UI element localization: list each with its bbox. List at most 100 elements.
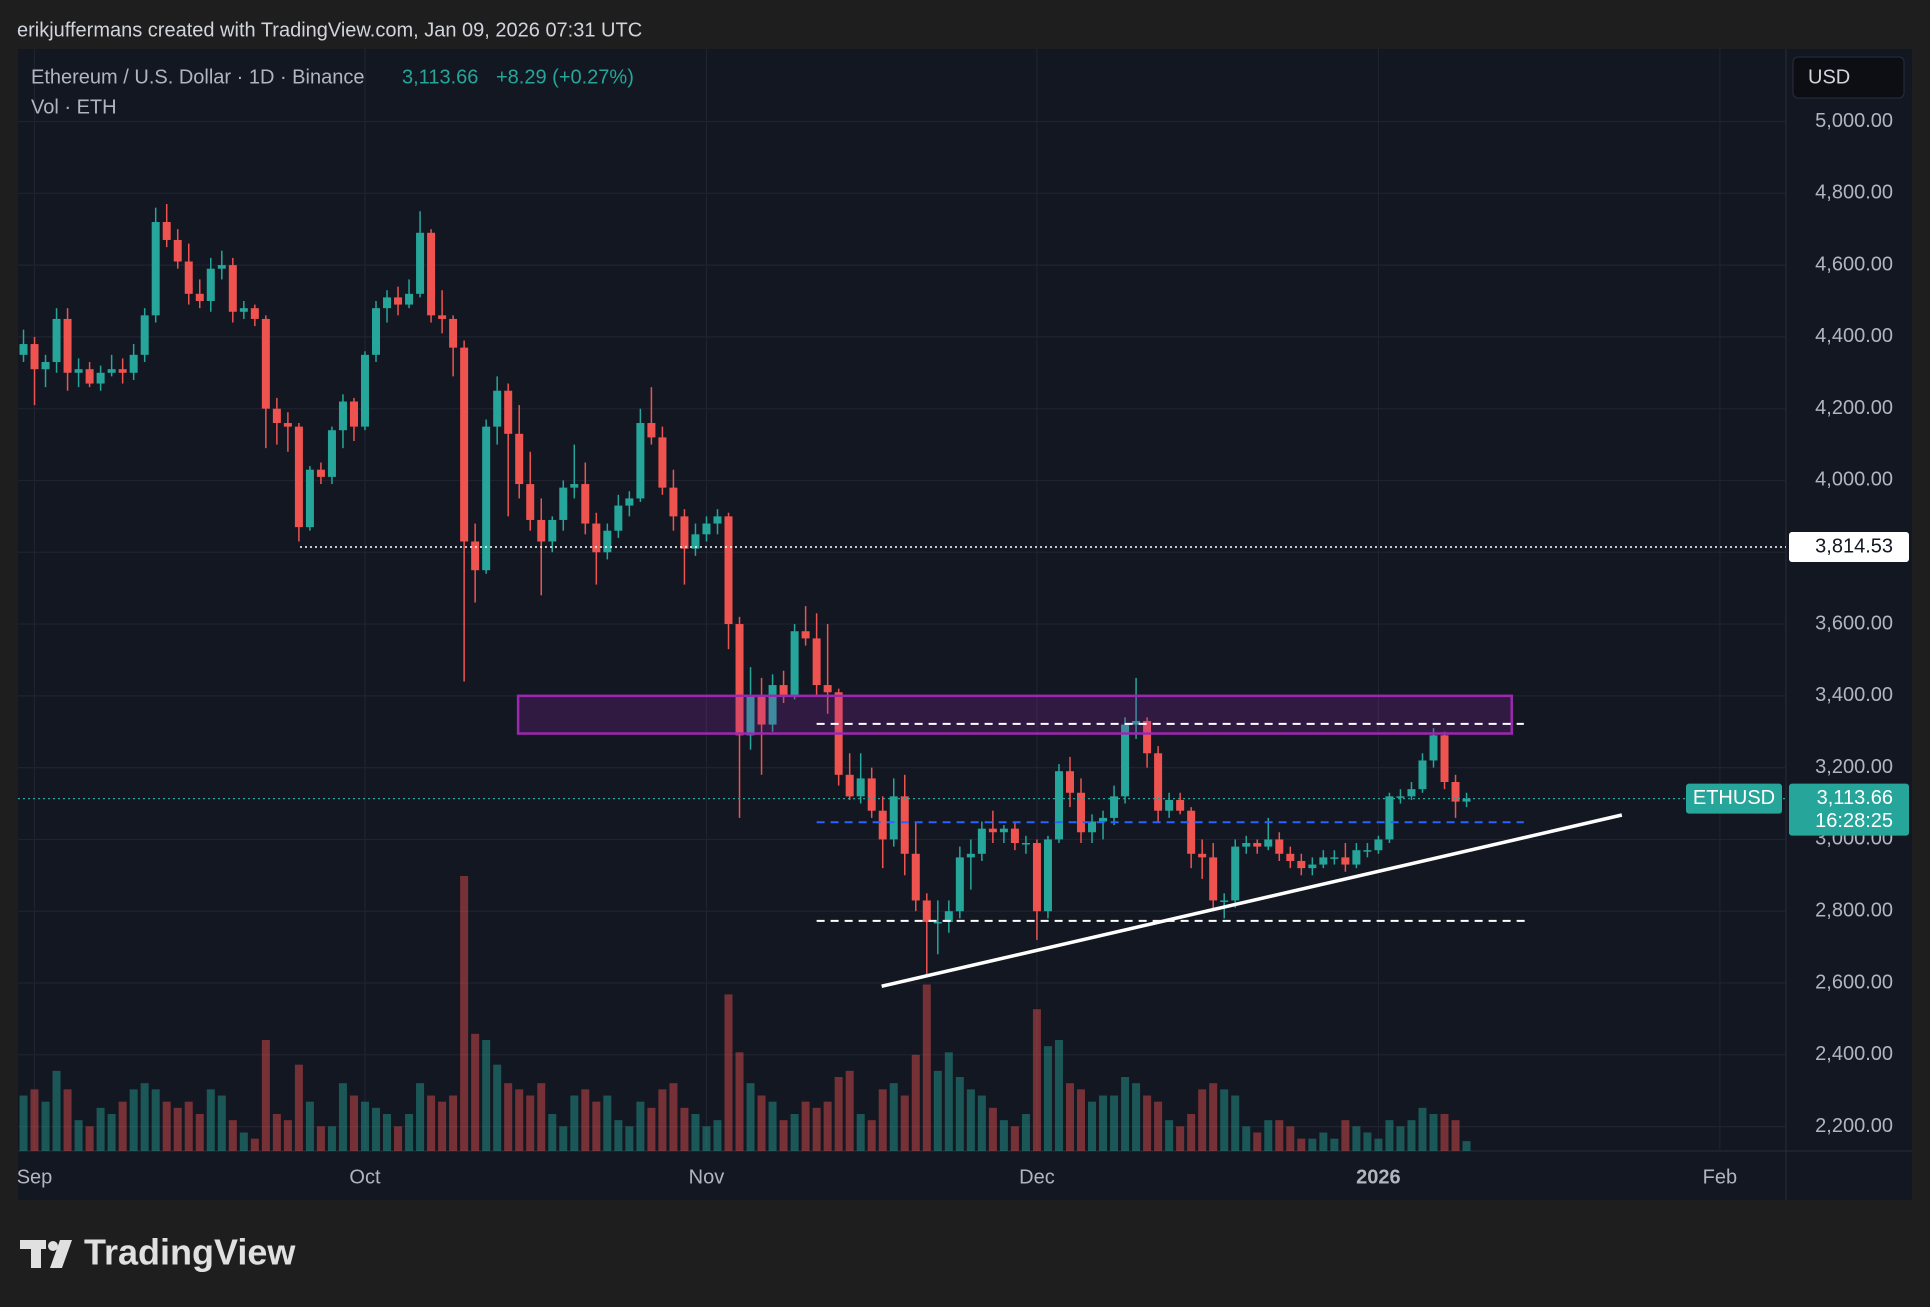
candle-body [1363, 850, 1372, 852]
volume-bar [327, 1126, 336, 1151]
candle-body [217, 265, 226, 269]
candle-body [96, 372, 105, 384]
volume-bar [1198, 1089, 1207, 1151]
volume-bar [1275, 1120, 1284, 1151]
volume-bar [746, 1083, 755, 1151]
volume-bar [1032, 1009, 1041, 1151]
candle-body [1121, 724, 1130, 797]
volume-bar [988, 1107, 997, 1151]
y-tick-label: 4,400.00 [1815, 325, 1893, 347]
volume-bar [1286, 1126, 1295, 1151]
candle-body [933, 921, 942, 924]
volume-bar [74, 1120, 83, 1151]
volume-bar [394, 1126, 403, 1151]
candle-body [647, 423, 656, 438]
volume-bar [966, 1089, 975, 1151]
candle-body [383, 297, 392, 309]
y-tick-label: 2,200.00 [1815, 1115, 1893, 1137]
candle-body [338, 401, 347, 431]
volume-bar [206, 1089, 215, 1151]
candle-body [823, 685, 832, 693]
price-line-tag [1789, 532, 1909, 563]
candle-body [41, 362, 50, 370]
candle-body [614, 505, 623, 531]
volume-bar [812, 1107, 821, 1151]
volume-bar [1121, 1077, 1130, 1151]
candle-body [118, 369, 127, 373]
candle-body [1077, 792, 1086, 833]
volume-bar [239, 1132, 248, 1151]
volume-bar [272, 1114, 281, 1151]
candle-body [228, 265, 237, 312]
candle-body [1297, 860, 1306, 869]
volume-bar [548, 1114, 557, 1151]
volume-bar [427, 1095, 436, 1151]
candle-body [151, 222, 160, 316]
candle-body [1286, 853, 1295, 861]
candle-body [471, 541, 480, 571]
candle-body [1264, 839, 1273, 847]
y-tick-label: 5,000.00 [1815, 110, 1893, 132]
volume-bar [570, 1095, 579, 1151]
volume-bar [316, 1126, 325, 1151]
x-tick-label: Oct [349, 1166, 381, 1188]
currency-button[interactable] [1792, 56, 1905, 99]
candle-body [746, 695, 755, 736]
header: erikjuffermans created with TradingView.… [17, 19, 642, 41]
candle-body [625, 498, 634, 506]
candle-body [360, 354, 369, 427]
logo-icon [20, 1240, 72, 1268]
volume-bar [151, 1089, 160, 1151]
volume-bar [1054, 1040, 1063, 1151]
volume-bar [1110, 1095, 1119, 1151]
volume-bar [977, 1095, 986, 1151]
y-tick-label: 4,200.00 [1815, 397, 1893, 419]
volume-bar [933, 1070, 942, 1151]
candle-body [735, 624, 744, 736]
candle-body [801, 631, 810, 639]
x-tick-label: Feb [1703, 1166, 1737, 1188]
volume-bar [416, 1083, 425, 1151]
candle-body [988, 828, 997, 833]
candle-body [493, 390, 502, 427]
countdown: 16:28:25 [1815, 810, 1893, 832]
volume-bar [360, 1101, 369, 1151]
candle-body [768, 685, 777, 725]
candle-body [405, 293, 414, 305]
candle-body [1231, 846, 1240, 901]
candle-body [394, 297, 403, 305]
candle-body [1065, 771, 1074, 793]
currency-label[interactable]: USD [1808, 66, 1850, 88]
volume-bar [96, 1107, 105, 1151]
volume-bar [1385, 1120, 1394, 1151]
volume-bar [460, 876, 469, 1151]
volume-bar [724, 994, 733, 1151]
candle-body [1032, 843, 1041, 912]
candle-body [427, 232, 436, 316]
volume-bar [1440, 1114, 1449, 1151]
volume-bar [1418, 1107, 1427, 1151]
volume-bar [636, 1101, 645, 1151]
volume-bar [1462, 1141, 1471, 1151]
candle-body [636, 423, 645, 499]
zone [516, 694, 1513, 735]
logo-part [50, 1240, 72, 1268]
candle-body [184, 261, 193, 294]
volume-bar [1330, 1138, 1339, 1151]
candle-body [1165, 799, 1174, 811]
volume-bar [1077, 1089, 1086, 1151]
volume-bar [30, 1089, 39, 1151]
candle-body [999, 828, 1008, 833]
candle-body [372, 308, 381, 355]
candle-body [856, 778, 865, 797]
last-price: 3,113.66 [402, 66, 478, 88]
candle-body [416, 232, 425, 294]
candle-body [1341, 857, 1350, 865]
volume-bar [537, 1083, 546, 1151]
candle-body [944, 911, 953, 922]
candle-body [63, 318, 72, 373]
volume-bar [801, 1101, 810, 1151]
volume-bar [305, 1101, 314, 1151]
candle-body [559, 487, 568, 520]
volume-bar [195, 1114, 204, 1151]
